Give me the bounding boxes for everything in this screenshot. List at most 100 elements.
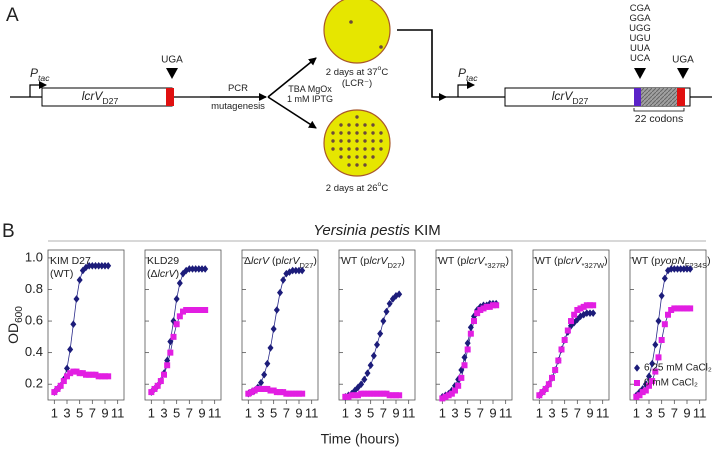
- data-point: [464, 346, 471, 353]
- colony: [371, 139, 375, 143]
- colony: [363, 163, 367, 167]
- data-point: [577, 305, 584, 312]
- data-point: [558, 346, 565, 353]
- legend-marker: [634, 380, 640, 386]
- data-point: [658, 291, 665, 300]
- text-part: TBA MgOx: [288, 84, 332, 94]
- data-point: [105, 373, 112, 380]
- data-point: [580, 310, 587, 319]
- data-point: [571, 318, 578, 327]
- colony: [331, 147, 335, 151]
- text-part: GGA: [629, 13, 651, 24]
- data-point: [176, 279, 183, 287]
- data-point: [277, 288, 283, 297]
- text-part: C: [381, 183, 388, 194]
- data-point: [361, 375, 368, 384]
- data-point: [467, 330, 474, 337]
- x-tick-label: 11: [499, 405, 513, 420]
- data-point: [580, 303, 587, 310]
- construct-right: [446, 68, 712, 112]
- data-point: [590, 309, 597, 317]
- text-part: ): [401, 255, 405, 267]
- data-point: [687, 305, 694, 312]
- colony: [363, 139, 367, 143]
- data-point: [67, 370, 74, 377]
- x-tick-label: 11: [208, 405, 222, 420]
- x-tick-label: 9: [586, 405, 593, 420]
- data-point: [455, 382, 462, 389]
- data-point: [57, 382, 64, 389]
- text-part: WT (p: [535, 255, 564, 267]
- colony: [339, 131, 343, 135]
- text-part: UUA: [630, 43, 651, 54]
- data-point: [180, 308, 186, 315]
- text-part: lcrV: [552, 89, 574, 103]
- data-point: [83, 371, 89, 378]
- text-part: P: [30, 66, 38, 80]
- data-point: [658, 337, 665, 343]
- data-point: [370, 390, 377, 397]
- data-point: [261, 385, 268, 392]
- data-point: [674, 265, 681, 273]
- data-point: [154, 382, 161, 389]
- text-part: D27: [102, 96, 118, 106]
- data-point: [374, 340, 380, 349]
- x-tick-label: 3: [160, 405, 167, 420]
- legend-marker: [634, 364, 640, 372]
- data-point: [277, 389, 283, 396]
- data-point: [364, 390, 371, 397]
- data-point: [170, 333, 177, 340]
- data-point: [680, 265, 687, 273]
- data-point: [70, 368, 77, 375]
- data-point: [374, 390, 380, 397]
- colony: [331, 139, 335, 143]
- data-point: [396, 290, 403, 299]
- colony: [355, 163, 359, 167]
- colony: [347, 163, 351, 167]
- data-point: [568, 318, 574, 325]
- text-part: 600: [14, 306, 25, 323]
- colony: [363, 155, 367, 159]
- data-point: [60, 378, 67, 385]
- x-tick-label: 1: [342, 405, 349, 420]
- plate-label: 2 days at 37oC: [326, 65, 389, 77]
- text-part: yopN: [659, 255, 685, 267]
- data-point: [296, 266, 302, 275]
- text-part: C: [381, 67, 388, 78]
- data-point: [684, 265, 690, 273]
- colony: [355, 147, 359, 151]
- condition-label: TBA MgOx: [288, 84, 332, 94]
- x-tick-label: 5: [367, 405, 374, 420]
- text-part: *327R: [484, 261, 506, 270]
- plates: [323, 0, 391, 177]
- data-point: [490, 302, 496, 309]
- data-point: [95, 373, 102, 380]
- data-point: [273, 389, 280, 396]
- text-part: lcrV: [466, 255, 485, 267]
- data-point: [102, 373, 108, 380]
- data-point: [176, 313, 183, 320]
- codon-label: UGG: [629, 23, 651, 34]
- data-point: [258, 378, 264, 387]
- insert-label: 22 codons: [635, 113, 683, 125]
- text-part: 2 days at 26: [326, 183, 378, 194]
- data-point: [549, 374, 555, 381]
- colony: [339, 155, 343, 159]
- data-point: [389, 392, 396, 399]
- x-tick-label: 11: [596, 405, 610, 420]
- data-point: [98, 373, 105, 380]
- plot-frame: [47, 249, 125, 401]
- data-point: [383, 390, 390, 397]
- text-part: lcrV: [369, 255, 388, 267]
- colony: [371, 155, 375, 159]
- x-tick-label: 9: [489, 405, 496, 420]
- gene-label: lcrVD27: [82, 89, 119, 106]
- text-part: (LCR⁻): [342, 78, 372, 89]
- text-part: lcrV: [563, 255, 582, 267]
- data-point: [89, 261, 96, 270]
- data-point: [571, 311, 578, 318]
- promoter-label: Ptac: [30, 66, 50, 83]
- x-tick-label: 1: [245, 405, 252, 420]
- stop-codon: UGA: [672, 55, 694, 66]
- text-part: UCA: [630, 53, 651, 64]
